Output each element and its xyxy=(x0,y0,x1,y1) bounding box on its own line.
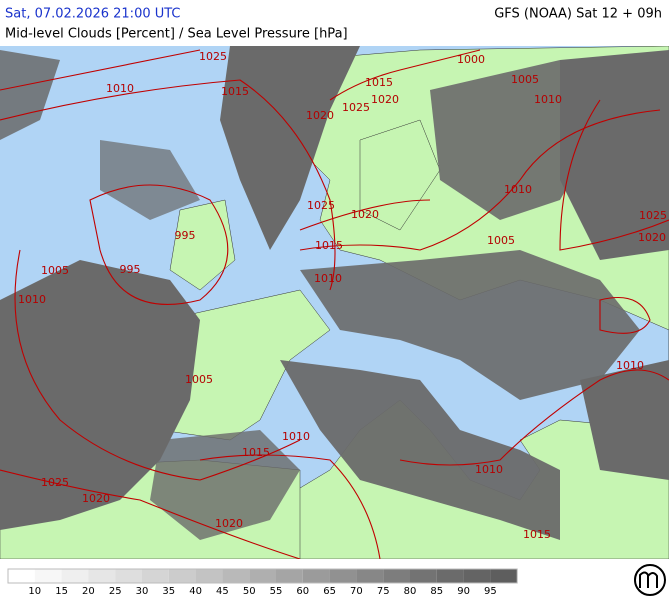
isobar-label: 995 xyxy=(175,229,196,242)
legend-tick-label: 80 xyxy=(404,586,417,597)
isobar-label: 1015 xyxy=(523,528,551,541)
isobar-label: 1015 xyxy=(242,446,270,459)
legend-swatch xyxy=(34,569,62,583)
legend-tick-label: 90 xyxy=(457,586,470,597)
legend-swatch xyxy=(88,569,116,583)
legend-tick-label: 50 xyxy=(243,586,256,597)
legend-swatch xyxy=(356,569,384,583)
isobar-label: 1020 xyxy=(371,93,399,106)
isobar-label: 1025 xyxy=(41,476,69,489)
legend: 10 15 20 25 30 35 40 45 50 55 60 65 70 75 80 85 90 95 xyxy=(7,568,518,597)
legend-swatch xyxy=(302,569,330,583)
isobar-label: 995 xyxy=(120,263,141,276)
isobar-label: 1010 xyxy=(616,359,644,372)
isobar-label: 1015 xyxy=(315,239,343,252)
legend-tick-label: 70 xyxy=(350,586,363,597)
isobar-label: 1020 xyxy=(215,517,243,530)
isobar-label: 1010 xyxy=(106,82,134,95)
legend-swatch xyxy=(383,569,410,583)
clouds xyxy=(0,46,669,540)
legend-swatch xyxy=(195,569,223,583)
model-run: GFS (NOAA) Sat 12 + 09h xyxy=(494,7,662,22)
isobar-label: 1015 xyxy=(365,76,393,89)
isobar-label: 1005 xyxy=(185,373,213,386)
legend-tick-label: 85 xyxy=(430,586,443,597)
isobar-label: 1010 xyxy=(282,430,310,443)
legend-swatch xyxy=(168,569,196,583)
legend-swatch xyxy=(142,569,169,583)
legend-swatch xyxy=(249,569,276,583)
legend-border xyxy=(7,568,518,584)
isobar-label: 1010 xyxy=(475,463,503,476)
legend-swatch xyxy=(329,569,357,583)
legend-tick-label: 60 xyxy=(296,586,309,597)
isobar-label: 1015 xyxy=(221,85,249,98)
legend-tick-label: 15 xyxy=(55,586,68,597)
isobar-label: 1025 xyxy=(199,50,227,63)
legend-swatch xyxy=(276,569,303,583)
isobar-label: 1010 xyxy=(18,293,46,306)
isobars xyxy=(0,49,669,559)
logo xyxy=(634,564,666,596)
legend-tick-label: 40 xyxy=(189,586,202,597)
isobar-label: 1005 xyxy=(487,234,515,247)
isobar-label: 1025 xyxy=(342,101,370,114)
legend-swatch xyxy=(436,569,464,583)
isobar-label: 1010 xyxy=(504,183,532,196)
legend-tick-label: 65 xyxy=(323,586,336,597)
legend-swatch xyxy=(8,569,35,583)
legend-tick-label: 35 xyxy=(162,586,175,597)
legend-tick-label: 55 xyxy=(270,586,283,597)
isobar-label: 1020 xyxy=(82,492,110,505)
isobar-label: 1000 xyxy=(457,53,485,66)
isobar-label: 1025 xyxy=(307,199,335,212)
legend-swatch xyxy=(115,569,142,583)
isobar-label: 1010 xyxy=(314,272,342,285)
isobar-label: 1010 xyxy=(534,93,562,106)
isobar-label: 1020 xyxy=(351,208,379,221)
isobar-label: 1025 xyxy=(639,209,667,222)
subtitle: Mid-level Clouds [Percent] / Sea Level P… xyxy=(5,27,348,42)
isobar-label: 1005 xyxy=(511,73,539,86)
legend-tick-label: 20 xyxy=(82,586,95,597)
legend-tick-label: 45 xyxy=(216,586,229,597)
legend-tick-label: 95 xyxy=(484,586,497,597)
legend-swatch xyxy=(463,569,491,583)
legend-tick-label: 10 xyxy=(28,586,41,597)
isobar-label: 1020 xyxy=(638,231,666,244)
legend-tick-label: 30 xyxy=(136,586,149,597)
legend-swatch xyxy=(222,569,250,583)
legend-tick-label: 75 xyxy=(377,586,390,597)
legend-swatch xyxy=(61,569,89,583)
datetime: Sat, 07.02.2026 21:00 UTC xyxy=(5,7,181,22)
legend-tick-label: 25 xyxy=(109,586,122,597)
legend-swatch xyxy=(490,569,518,583)
legend-swatch xyxy=(410,569,437,583)
isobar-label: 1020 xyxy=(306,109,334,122)
isobar-label: 1005 xyxy=(41,264,69,277)
